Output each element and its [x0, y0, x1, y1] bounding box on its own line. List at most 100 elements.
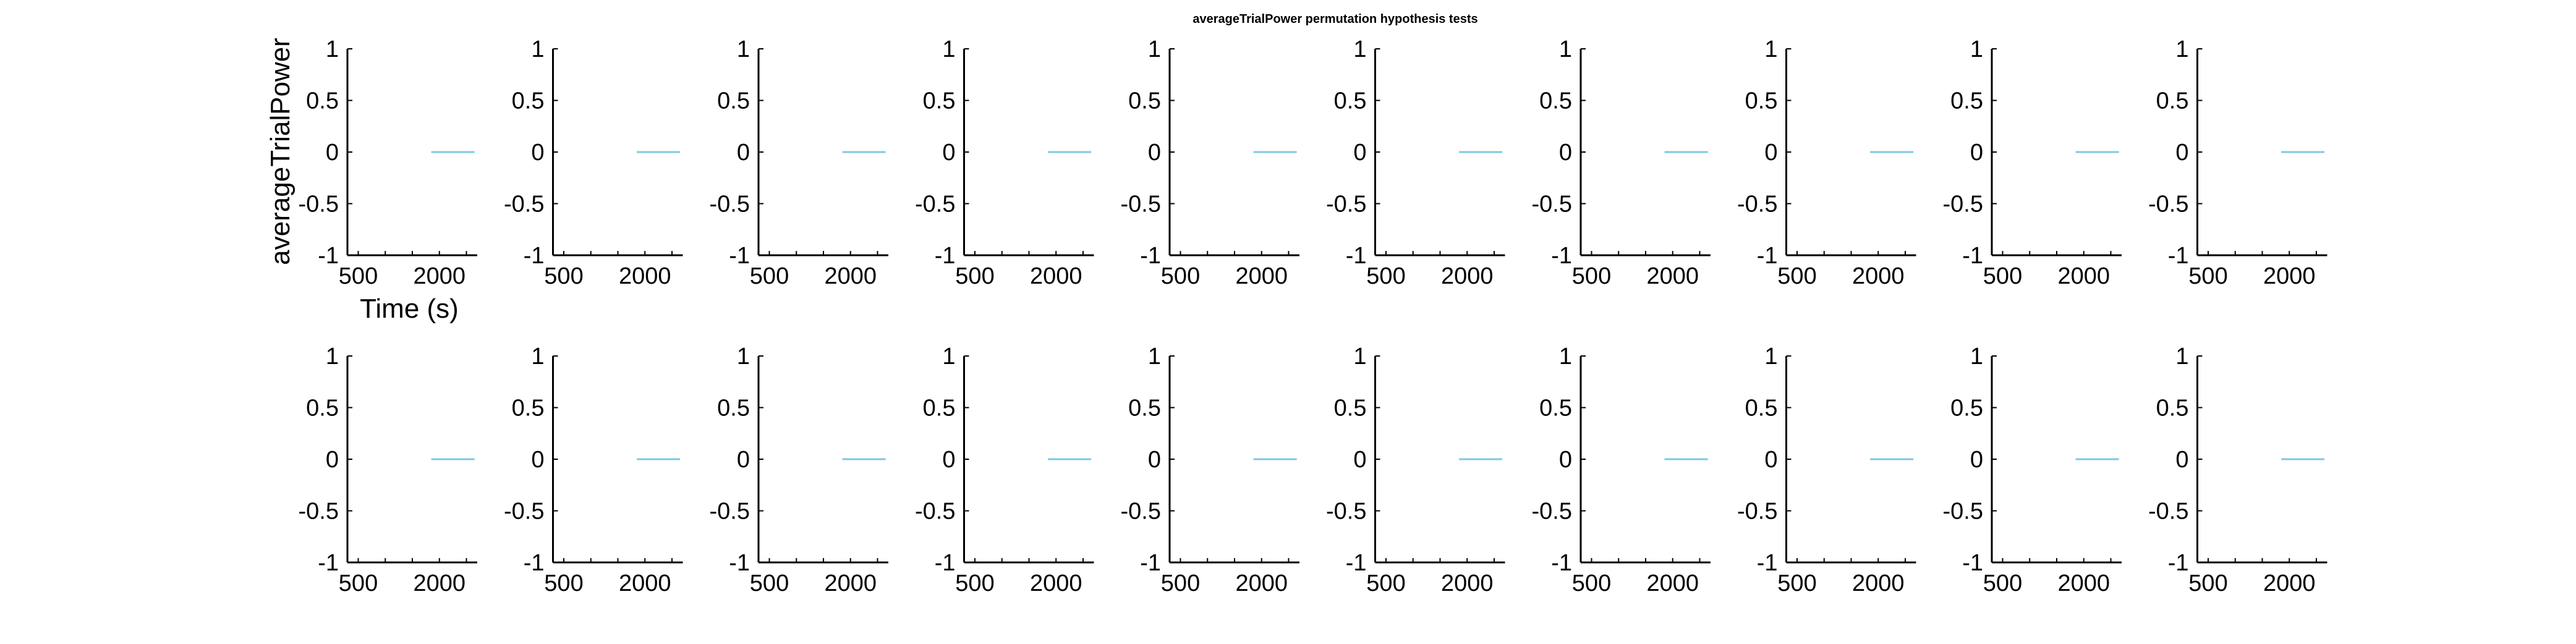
y-tick-label: -0.5: [710, 192, 750, 218]
y-tick-label: 0.5: [717, 396, 750, 422]
y-tick-label: 1: [2175, 36, 2188, 62]
x-tick-label: 500: [1366, 570, 1405, 596]
y-tick-label: 0: [942, 447, 955, 473]
x-tick-label: 500: [1983, 263, 2022, 289]
y-tick-label: 1: [1148, 36, 1161, 62]
x-tick-label: 2000: [2263, 570, 2316, 596]
y-tick-label: 1: [326, 344, 339, 370]
y-tick-label: 0: [2175, 447, 2188, 473]
y-tick-label: -1: [729, 243, 750, 269]
y-tick-label: 0.5: [1950, 396, 1983, 422]
x-tick-label: 2000: [619, 570, 671, 596]
x-tick-label: 500: [750, 263, 789, 289]
y-tick-label: 1: [1353, 344, 1366, 370]
y-tick-label: -0.5: [299, 499, 339, 525]
y-tick-label: -0.5: [1326, 499, 1366, 525]
y-tick-label: 0: [531, 140, 544, 166]
y-tick-label: 0: [1353, 140, 1366, 166]
y-tick-label: 0: [1148, 447, 1161, 473]
x-tick-label: 500: [1572, 263, 1611, 289]
x-tick-label: 500: [1572, 570, 1611, 596]
y-tick-label: -0.5: [1121, 192, 1161, 218]
y-tick-label: -1: [1346, 550, 1367, 576]
y-tick-label: 1: [1970, 344, 1983, 370]
y-tick-label: -0.5: [710, 499, 750, 525]
y-tick-label: 0.5: [1950, 88, 1983, 114]
y-tick-label: -0.5: [2148, 192, 2188, 218]
y-axis-label: averageTrialPower: [265, 38, 295, 265]
y-tick-label: 0.5: [923, 88, 956, 114]
y-tick-label: -1: [1140, 550, 1161, 576]
y-tick-label: 0.5: [923, 396, 956, 422]
x-tick-label: 2000: [1235, 570, 1288, 596]
y-tick-label: 0.5: [1128, 88, 1161, 114]
x-tick-label: 500: [544, 570, 583, 596]
x-tick-label: 500: [955, 263, 994, 289]
x-tick-label: 2000: [2263, 263, 2316, 289]
x-tick-label: 2000: [1646, 263, 1699, 289]
x-tick-label: 2000: [1852, 263, 1905, 289]
x-tick-label: 2000: [413, 570, 465, 596]
y-tick-label: 0: [326, 447, 339, 473]
x-tick-label: 2000: [413, 263, 465, 289]
y-tick-label: 0: [326, 140, 339, 166]
y-tick-label: 0: [737, 447, 750, 473]
x-tick-label: 2000: [824, 570, 877, 596]
y-tick-label: -1: [524, 243, 545, 269]
y-tick-label: 0: [1970, 447, 1983, 473]
y-tick-label: -0.5: [1121, 499, 1161, 525]
y-tick-label: 0: [1353, 447, 1366, 473]
y-tick-label: 0.5: [1745, 396, 1778, 422]
x-tick-label: 500: [2188, 263, 2227, 289]
x-tick-label: 2000: [2057, 263, 2110, 289]
y-tick-label: -1: [318, 243, 339, 269]
y-tick-label: 0.5: [512, 396, 545, 422]
y-tick-label: 0: [2175, 140, 2188, 166]
x-tick-label: 500: [2188, 570, 2227, 596]
y-tick-label: -1: [1757, 550, 1778, 576]
y-tick-label: -1: [2168, 550, 2189, 576]
x-tick-label: 500: [339, 263, 378, 289]
x-tick-label: 2000: [1646, 570, 1699, 596]
y-tick-label: 1: [1970, 36, 1983, 62]
y-tick-label: -1: [318, 550, 339, 576]
y-tick-label: 0.5: [306, 88, 339, 114]
y-tick-label: 0: [737, 140, 750, 166]
y-tick-label: -0.5: [299, 192, 339, 218]
x-tick-label: 2000: [824, 263, 877, 289]
y-tick-label: 0: [1764, 140, 1777, 166]
y-tick-label: 0.5: [1539, 396, 1572, 422]
y-tick-label: -1: [729, 550, 750, 576]
x-tick-label: 2000: [1030, 570, 1082, 596]
x-tick-label: 500: [1777, 570, 1816, 596]
y-tick-label: -0.5: [1326, 192, 1366, 218]
y-tick-label: 0.5: [1128, 396, 1161, 422]
x-tick-label: 500: [750, 570, 789, 596]
y-tick-label: 1: [531, 36, 544, 62]
figure-title: averageTrialPower permutation hypothesis…: [1192, 12, 1477, 26]
y-tick-label: 0.5: [306, 396, 339, 422]
y-tick-label: 1: [1353, 36, 1366, 62]
y-tick-label: -1: [1962, 243, 1983, 269]
y-tick-label: 0.5: [2156, 396, 2189, 422]
y-tick-label: -0.5: [504, 192, 544, 218]
y-tick-label: 1: [1764, 36, 1777, 62]
y-tick-label: 0.5: [717, 88, 750, 114]
y-tick-label: -0.5: [1532, 192, 1572, 218]
y-tick-label: 0: [1559, 140, 1572, 166]
y-tick-label: -1: [1551, 243, 1572, 269]
